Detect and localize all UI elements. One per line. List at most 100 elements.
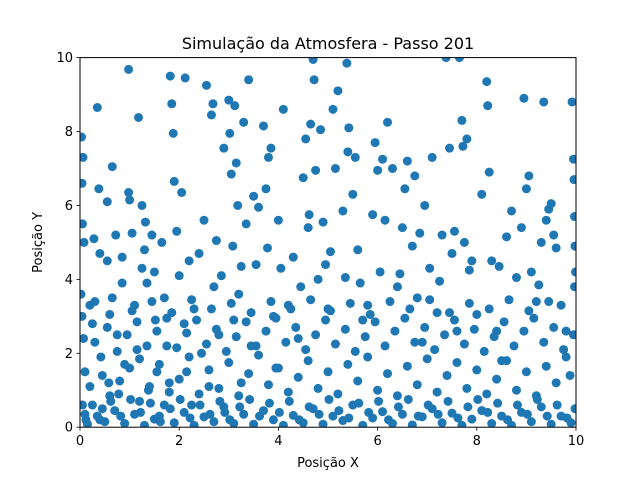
scatter-point [445, 143, 455, 153]
scatter-point [370, 317, 380, 327]
scatter-point [449, 226, 459, 236]
scatter-point [330, 163, 340, 173]
scatter-point [378, 154, 388, 164]
scatter-point [570, 282, 576, 292]
scatter-point [385, 297, 395, 307]
scatter-point [184, 256, 194, 266]
scatter-point [286, 304, 296, 314]
scatter-point [174, 271, 184, 281]
scatter-point [157, 237, 167, 247]
scatter-point [410, 171, 420, 181]
scatter-point [440, 330, 450, 340]
scatter-point [266, 297, 276, 307]
scatter-point [462, 383, 472, 393]
scatter-point [135, 354, 145, 364]
scatter-point [321, 315, 331, 325]
scatter-point [423, 400, 433, 410]
scatter-point [483, 407, 493, 417]
scatter-point [502, 232, 512, 242]
scatter-point [345, 298, 355, 308]
scatter-point [152, 367, 162, 377]
scatter-point [324, 394, 334, 404]
scatter-point [80, 152, 88, 162]
scatter-point [454, 57, 464, 63]
scatter-point [231, 158, 241, 168]
scatter-point [306, 295, 316, 305]
scatter-point [194, 248, 204, 258]
scatter-point [90, 337, 100, 347]
scatter-point [94, 184, 104, 194]
scatter-point [504, 295, 514, 305]
scatter-point [241, 219, 251, 229]
scatter-point [192, 315, 202, 325]
scatter-point [526, 417, 536, 427]
scatter-point [546, 419, 556, 428]
scatter-point [483, 101, 493, 111]
scatter-point [226, 298, 236, 308]
scatter-point [96, 352, 106, 362]
scatter-point [383, 117, 393, 127]
scatter-point [541, 215, 551, 225]
scatter-point [204, 365, 214, 375]
x-tick-label: 6 [373, 434, 381, 449]
scatter-point [85, 300, 95, 310]
scatter-point [487, 419, 497, 428]
scatter-point [350, 152, 360, 162]
scatter-point [521, 367, 531, 377]
scatter-point [348, 189, 358, 199]
scatter-point [365, 309, 375, 319]
scatter-point [233, 200, 243, 210]
scatter-point [344, 413, 354, 423]
scatter-point [344, 123, 354, 133]
scatter-point [462, 134, 472, 144]
scatter-point [80, 289, 86, 299]
scatter-point [392, 282, 402, 292]
scatter-point [502, 356, 512, 366]
scatter-point [549, 230, 559, 240]
scatter-point [384, 415, 394, 425]
chart-title: Simulação da Atmosfera - Passo 201 [182, 34, 474, 53]
scatter-point [126, 394, 136, 404]
scatter-point [167, 308, 177, 318]
scatter-point [511, 273, 521, 283]
scatter-point [245, 394, 255, 404]
scatter-point [255, 411, 265, 421]
scatter-point [216, 271, 226, 281]
scatter-point [445, 308, 455, 318]
scatter-point [552, 400, 562, 410]
scatter-point [400, 313, 410, 323]
scatter-point [122, 330, 132, 340]
scatter-point [354, 398, 364, 408]
scatter-point [343, 147, 353, 157]
scatter-point [169, 176, 179, 186]
scatter-point [291, 322, 301, 332]
scatter-point [464, 265, 474, 275]
scatter-point [410, 337, 420, 347]
scatter-point [139, 245, 149, 255]
scatter-point [104, 378, 114, 388]
x-axis-label: Posição X [297, 456, 359, 471]
scatter-point [393, 402, 403, 412]
scatter-point [116, 411, 126, 421]
scatter-point [561, 352, 571, 362]
scatter-point [484, 304, 494, 314]
y-axis-label: Posição Y [31, 212, 46, 273]
y-tick-label: 10 [56, 51, 73, 66]
scatter-point [172, 343, 182, 353]
scatter-points [80, 57, 576, 428]
scatter-point [464, 298, 474, 308]
scatter-point [333, 86, 343, 96]
scatter-point [80, 409, 90, 419]
scatter-point [229, 315, 239, 325]
scatter-point [120, 419, 130, 428]
scatter-point [328, 104, 338, 114]
scatter-point [407, 241, 417, 251]
scatter-point [301, 345, 311, 355]
scatter-point [340, 273, 350, 283]
scatter-point [549, 322, 559, 332]
scatter-point [314, 409, 324, 419]
scatter-point [179, 319, 189, 329]
scatter-point [179, 407, 189, 417]
scatter-point [412, 293, 422, 303]
scatter-point [145, 398, 155, 408]
